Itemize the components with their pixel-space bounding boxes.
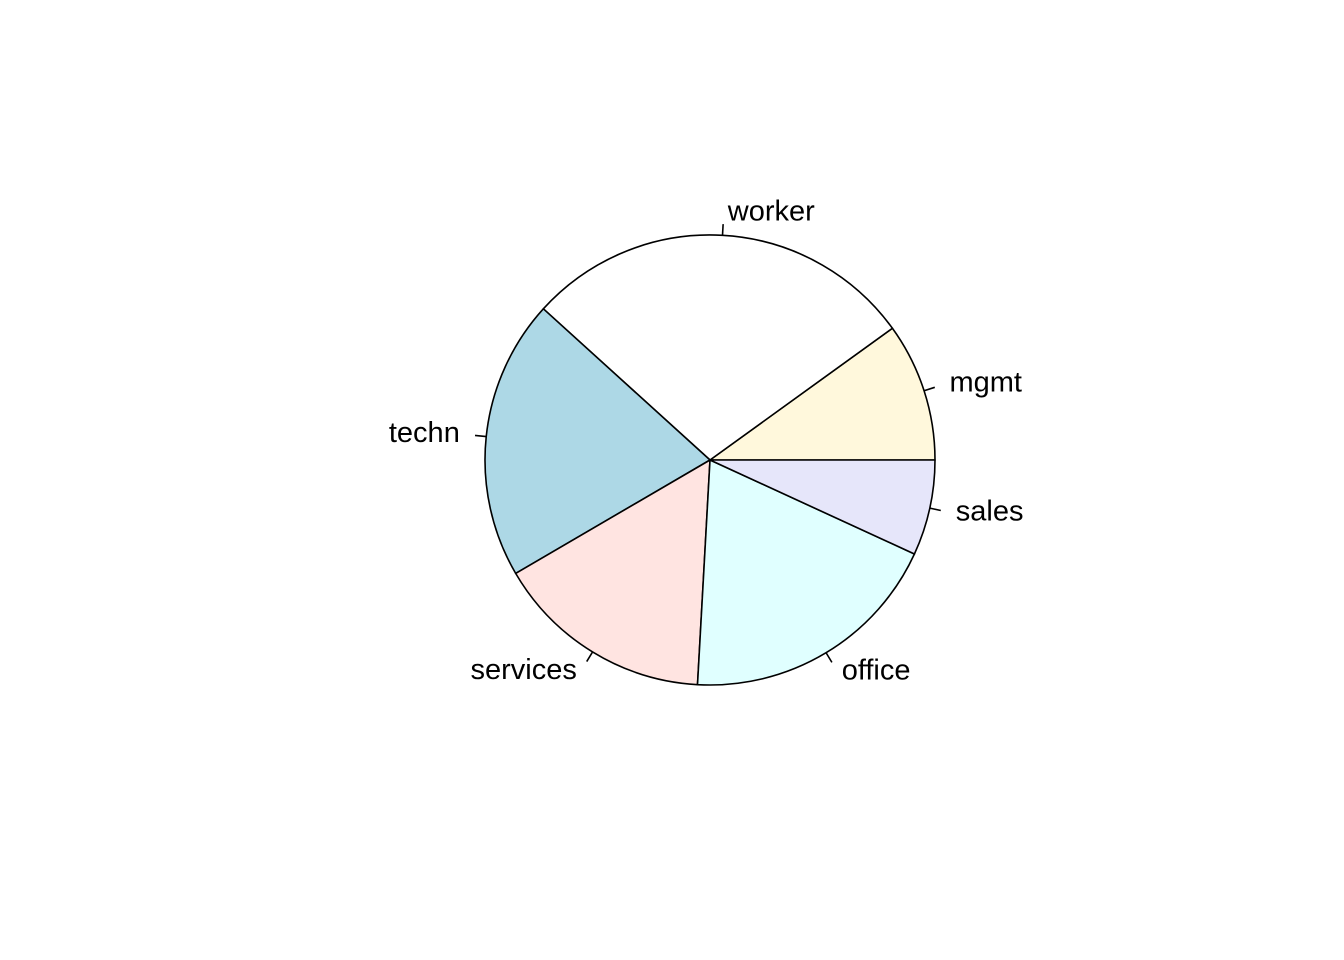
- slice-worker: [542, 234, 894, 461]
- label-worker: worker: [727, 196, 815, 228]
- tick-sales: [929, 507, 941, 512]
- tick-services: [586, 651, 594, 662]
- tick-worker: [721, 224, 724, 236]
- slice-labels: mgmt worker techn services office sales: [389, 196, 1024, 687]
- slice-office: [696, 459, 916, 686]
- label-techn: techn: [389, 417, 460, 449]
- label-ticks: [474, 224, 941, 663]
- label-sales: sales: [956, 496, 1024, 528]
- slice-sales: [709, 459, 936, 555]
- label-mgmt: mgmt: [949, 367, 1022, 399]
- label-services: services: [470, 654, 576, 686]
- slice-services: [514, 459, 711, 686]
- pie-slices: [484, 234, 936, 686]
- tick-mgmt: [923, 386, 936, 392]
- label-office: office: [842, 655, 911, 687]
- slice-techn: [484, 308, 711, 575]
- tick-office: [825, 652, 833, 663]
- tick-techn: [474, 434, 487, 438]
